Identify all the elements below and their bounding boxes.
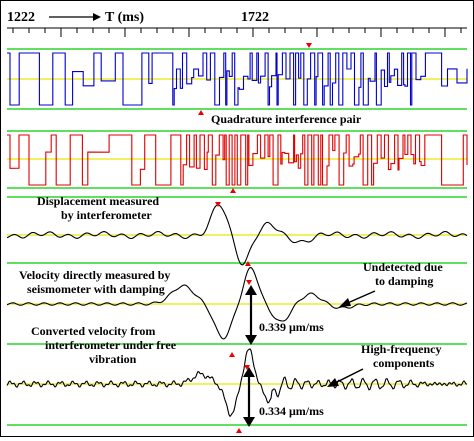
label-velocity-2: seismometer with damping: [27, 282, 165, 296]
marker-down-2: [215, 202, 221, 207]
markers: [198, 43, 312, 433]
marker-down-3: [246, 280, 252, 285]
marker-up-4: [229, 352, 235, 357]
marker-down-1: [306, 43, 312, 48]
traces: [6, 52, 468, 418]
label-quadrature: Quadrature interference pair: [211, 112, 362, 126]
x-axis-ticks: [7, 27, 467, 37]
pointer-arrow-highfreq: [327, 368, 364, 387]
marker-up-5: [236, 428, 242, 433]
marker-up-1: [198, 110, 204, 115]
label-velocity-1: Velocity directly measured by: [19, 268, 170, 282]
label-displacement-1: Displacement measured: [37, 194, 159, 208]
label-highfreq-2: components: [373, 356, 435, 370]
label-amplitude-2: 0.334 μm/ms: [259, 404, 324, 418]
label-converted-2: interferometer under free: [45, 338, 177, 352]
label-converted-3: vibration: [89, 352, 137, 366]
label-displacement-2: by interferometer: [61, 208, 152, 222]
label-undetected-1: Undetected due: [363, 260, 443, 274]
x-axis-label: T (ms): [105, 10, 144, 25]
trace-converted: [6, 348, 468, 418]
label-undetected-2: to damping: [375, 274, 433, 288]
label-amplitude-1: 0.339 μm/ms: [259, 320, 324, 334]
x-tick-label-1222: 1222: [7, 10, 35, 25]
pointer-arrow-undetected: [339, 290, 376, 307]
label-converted-1: Converted velocity from: [31, 324, 155, 338]
marker-up-3: [245, 261, 251, 266]
trace-velocity: [6, 267, 468, 340]
trace-displacement: [6, 204, 468, 266]
amplitude-arrow-2: [243, 367, 255, 427]
marker-up-2: [230, 188, 236, 193]
axis-arrow: [49, 13, 101, 21]
trace-blue: [7, 52, 468, 106]
label-highfreq-1: High-frequency: [361, 342, 441, 356]
marker-down-4: [244, 365, 250, 370]
x-tick-label-1722: 1722: [241, 10, 269, 25]
amplitude-arrow-1: [245, 285, 257, 345]
trace-red: [7, 134, 468, 186]
